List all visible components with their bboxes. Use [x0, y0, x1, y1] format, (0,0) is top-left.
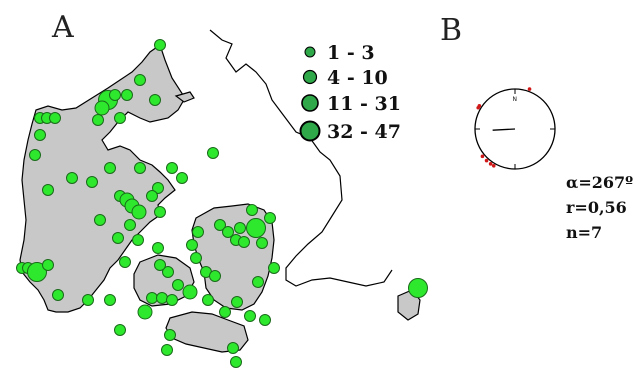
site-marker: [42, 184, 54, 196]
panel-b-label: B: [440, 13, 462, 48]
rose-point: [480, 154, 485, 159]
stat-mean-angle: α=267º: [566, 173, 633, 192]
site-marker: [42, 259, 54, 271]
site-marker: [52, 289, 64, 301]
rose-mean-vector: [492, 128, 516, 131]
legend-symbol-1: [304, 46, 316, 58]
site-marker: [152, 242, 164, 254]
sites-layer: [16, 39, 428, 368]
site-marker: [109, 89, 121, 101]
site-marker: [156, 292, 168, 304]
site-marker: [172, 279, 184, 291]
site-marker: [34, 129, 46, 141]
site-marker: [92, 114, 104, 126]
site-marker: [264, 212, 276, 224]
rose-point: [488, 162, 493, 166]
site-marker: [259, 314, 271, 326]
site-marker: [49, 112, 61, 124]
site-marker: [192, 226, 204, 238]
rose-points: [476, 87, 532, 168]
site-marker: [154, 259, 166, 271]
site-marker: [146, 190, 158, 202]
site-marker: [154, 39, 166, 51]
site-marker: [246, 218, 266, 238]
sweden-coastline: [209, 29, 393, 287]
site-marker: [176, 172, 188, 184]
legend-label-4: 32 - 47: [327, 121, 401, 143]
site-marker: [202, 294, 214, 306]
site-marker: [121, 89, 133, 101]
site-marker: [246, 204, 258, 216]
site-marker: [164, 329, 176, 341]
site-marker: [190, 252, 202, 264]
site-marker: [256, 237, 268, 249]
site-marker: [214, 219, 226, 231]
rose-point: [527, 87, 532, 91]
site-marker: [234, 222, 246, 234]
site-marker: [186, 239, 198, 251]
site-marker: [137, 304, 153, 320]
site-marker: [182, 284, 198, 300]
site-marker: [219, 306, 231, 318]
legend-label-2: 4 - 10: [327, 67, 388, 89]
site-marker: [27, 262, 47, 282]
site-marker: [152, 182, 164, 194]
site-marker: [408, 278, 428, 298]
site-marker: [162, 266, 174, 278]
site-marker: [222, 226, 234, 238]
site-marker: [238, 236, 250, 248]
site-marker: [230, 356, 242, 368]
site-marker: [209, 270, 221, 282]
stat-n: n=7: [566, 223, 602, 242]
circular-rose: N: [474, 87, 556, 170]
site-marker: [207, 147, 219, 159]
site-marker: [104, 294, 116, 306]
site-marker: [268, 262, 280, 274]
site-marker: [131, 204, 147, 220]
site-marker: [227, 342, 239, 354]
laeso-island: [174, 91, 195, 103]
site-marker: [161, 344, 173, 356]
site-marker: [82, 294, 94, 306]
panel-a-label: A: [51, 10, 74, 45]
site-marker: [124, 219, 136, 231]
site-marker: [112, 232, 124, 244]
site-marker: [94, 214, 106, 226]
site-marker: [244, 310, 256, 322]
legend-symbol-2: [302, 69, 318, 85]
site-marker: [134, 162, 146, 174]
jutland-landmass: [19, 44, 186, 313]
site-marker: [146, 292, 158, 304]
site-marker: [114, 112, 126, 124]
legend-symbol-4: [299, 120, 321, 142]
rose-point: [477, 104, 482, 108]
legend-label-1: 1 - 3: [327, 42, 375, 64]
legend: 1 - 3 4 - 10 11 - 31 32 - 47: [299, 42, 401, 143]
rose-point: [491, 164, 496, 168]
site-marker: [166, 294, 178, 306]
stat-r: r=0,56: [566, 198, 627, 217]
legend-label-3: 11 - 31: [327, 93, 401, 115]
site-marker: [134, 74, 146, 86]
site-marker: [29, 149, 41, 161]
site-marker: [166, 162, 178, 174]
site-marker: [231, 296, 243, 308]
site-marker: [94, 100, 110, 116]
site-marker: [114, 324, 126, 336]
site-marker: [86, 176, 98, 188]
site-marker: [104, 162, 116, 174]
site-marker: [252, 276, 264, 288]
rose-point: [484, 158, 489, 163]
site-marker: [154, 206, 166, 218]
legend-symbol-3: [301, 94, 319, 112]
land-layer: [19, 44, 421, 353]
site-marker: [66, 172, 78, 184]
site-marker: [132, 234, 144, 246]
rose-north-label: N: [513, 96, 518, 103]
site-marker: [119, 256, 131, 268]
site-marker: [149, 94, 161, 106]
